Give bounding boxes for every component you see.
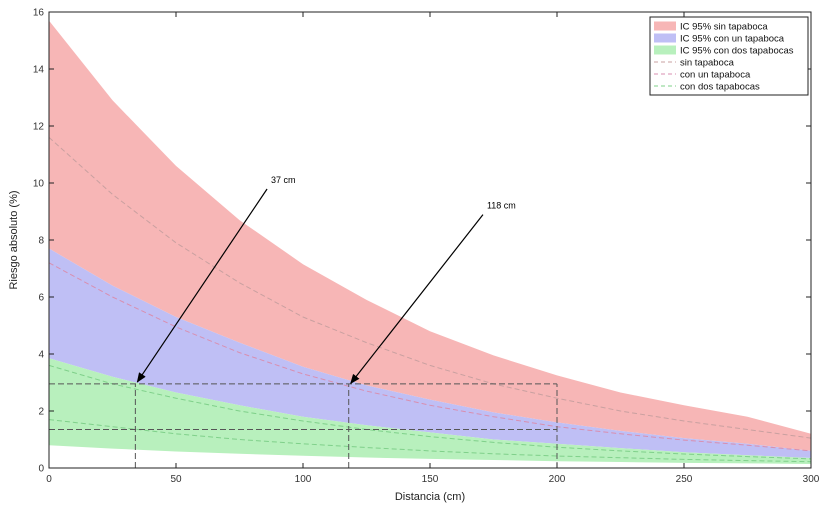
reference-lines	[49, 383, 558, 468]
legend-label-4: con un tapaboca	[680, 70, 751, 81]
x-tick-label-0: 0	[46, 474, 52, 485]
legend-label-5: con dos tapabocas	[680, 82, 760, 93]
band-0	[49, 20, 811, 451]
annotation-label-0: 37 cm	[271, 175, 296, 185]
series-line-1	[48, 262, 812, 452]
x-tick-label-6: 300	[803, 474, 819, 485]
confidence-bands	[49, 20, 811, 464]
series-line-2	[48, 364, 812, 460]
x-axis-label: Distancia (cm)	[395, 491, 465, 503]
annotation-label-1: 118 cm	[487, 201, 516, 211]
y-tick-label-8: 16	[33, 8, 45, 19]
y-tick-label-4: 8	[38, 236, 44, 247]
annotations: 37 cm 118 cm	[136, 175, 516, 385]
legend-label-3: sin tapaboca	[680, 58, 735, 69]
legend-swatch-1	[654, 33, 676, 43]
y-tick-label-7: 14	[33, 65, 45, 76]
annotation-arrow-1	[350, 214, 484, 385]
y-tick-label-5: 10	[33, 179, 45, 190]
legend-label-0: IC 95% sin tapaboca	[680, 22, 768, 33]
y-tick-label-0: 0	[38, 464, 44, 475]
series-line-0	[48, 137, 812, 439]
x-axis-ticks: 0 50 100 150 200 250 300	[46, 12, 819, 485]
legend-swatch-2	[654, 45, 676, 55]
band-1	[49, 248, 811, 458]
x-tick-label-2: 100	[295, 474, 312, 485]
y-axis-label: Riesgo absoluto (%)	[8, 190, 20, 289]
annotation-arrow-0	[136, 188, 268, 383]
y-axis-ticks: 0 2 4 6 8 10 12 14 16	[33, 8, 811, 475]
x-tick-label-1: 50	[170, 474, 182, 485]
x-tick-label-5: 250	[676, 474, 693, 485]
legend-label-1: IC 95% con un tapaboca	[680, 34, 785, 45]
band-2	[49, 358, 811, 464]
y-tick-label-2: 4	[38, 350, 44, 361]
series-line-3	[48, 419, 812, 463]
legend-box	[649, 16, 809, 96]
x-tick-label-3: 150	[422, 474, 439, 485]
legend-swatch-0	[654, 21, 676, 31]
x-tick-label-4: 200	[549, 474, 566, 485]
y-tick-label-6: 12	[33, 122, 45, 133]
legend-label-2: IC 95% con dos tapabocas	[680, 46, 794, 57]
y-tick-label-1: 2	[38, 407, 44, 418]
y-tick-label-3: 6	[38, 293, 44, 304]
series-lines	[48, 137, 812, 463]
